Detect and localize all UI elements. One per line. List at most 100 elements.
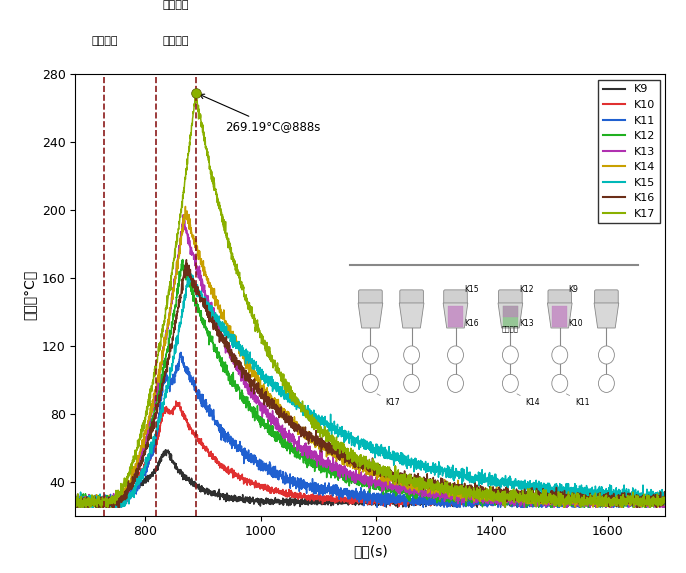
K11 — [177, 349, 185, 356]
Ellipse shape — [502, 346, 519, 364]
K15 — [324, 419, 332, 426]
K13 — [139, 453, 147, 460]
K12 — [298, 452, 306, 459]
K11 — [298, 480, 306, 487]
K16 — [174, 305, 182, 312]
K11 — [139, 474, 147, 481]
K13 — [179, 211, 187, 218]
K15 — [298, 406, 306, 413]
K9 — [394, 504, 402, 511]
Text: K11: K11 — [567, 394, 589, 406]
K12 — [178, 256, 187, 263]
Line: K16: K16 — [75, 260, 665, 507]
K15 — [75, 504, 84, 511]
K9 — [661, 501, 670, 508]
K17 — [71, 504, 80, 511]
K10 — [548, 504, 556, 511]
K14 — [587, 497, 595, 504]
K16 — [650, 499, 659, 505]
X-axis label: 时间(s): 时间(s) — [353, 544, 388, 558]
K15 — [71, 492, 80, 499]
Polygon shape — [547, 303, 572, 328]
Bar — [552, 306, 567, 327]
K17 — [587, 491, 595, 498]
Ellipse shape — [403, 346, 420, 364]
K14 — [661, 498, 670, 505]
K10 — [650, 496, 659, 503]
K14 — [324, 450, 332, 457]
K15 — [185, 269, 193, 276]
Legend: K9, K10, K11, K12, K13, K14, K15, K16, K17: K9, K10, K11, K12, K13, K14, K15, K16, K… — [598, 80, 660, 223]
K11 — [587, 499, 595, 506]
Text: K17: K17 — [377, 394, 400, 406]
Text: K9: K9 — [569, 285, 578, 293]
Ellipse shape — [362, 346, 379, 364]
K11 — [661, 499, 670, 506]
K12 — [587, 497, 595, 504]
K9 — [587, 498, 595, 505]
Bar — [448, 306, 463, 327]
Line: K11: K11 — [75, 352, 665, 507]
K15 — [650, 491, 659, 498]
Text: K12: K12 — [519, 285, 534, 293]
Line: K17: K17 — [75, 91, 665, 507]
K13 — [650, 494, 659, 501]
K14 — [71, 496, 80, 503]
Bar — [503, 306, 518, 327]
K10 — [174, 401, 182, 408]
Y-axis label: 温度（°C）: 温度（°C） — [23, 270, 36, 320]
FancyBboxPatch shape — [359, 290, 382, 304]
K11 — [324, 486, 332, 493]
K14 — [181, 203, 189, 210]
K16 — [182, 256, 191, 263]
K16 — [72, 504, 80, 511]
FancyBboxPatch shape — [400, 290, 423, 304]
K9 — [650, 500, 659, 507]
K13 — [587, 500, 595, 507]
Text: K15: K15 — [464, 285, 479, 293]
K12 — [661, 503, 670, 510]
K9 — [139, 477, 147, 484]
Text: 269.19°C@888s: 269.19°C@888s — [200, 94, 320, 133]
K10 — [661, 499, 670, 505]
Text: 车辆起火: 车辆起火 — [91, 36, 117, 46]
K11 — [650, 500, 659, 507]
Line: K9: K9 — [75, 450, 665, 507]
K9 — [323, 499, 331, 506]
K10 — [139, 466, 147, 473]
Text: K16: K16 — [464, 319, 479, 328]
K12 — [174, 290, 182, 297]
K17 — [191, 87, 200, 94]
Text: 系统启动: 系统启动 — [163, 36, 189, 46]
Ellipse shape — [447, 346, 464, 364]
K12 — [71, 495, 80, 502]
Text: K14: K14 — [517, 394, 540, 406]
K13 — [71, 503, 80, 510]
K11 — [174, 362, 182, 369]
K15 — [139, 471, 147, 478]
Ellipse shape — [403, 374, 420, 393]
Polygon shape — [443, 303, 468, 328]
K16 — [71, 496, 80, 503]
Text: K13: K13 — [519, 319, 534, 328]
K12 — [324, 466, 332, 473]
K13 — [298, 448, 306, 455]
K14 — [650, 498, 659, 505]
FancyBboxPatch shape — [444, 290, 467, 304]
K14 — [139, 438, 147, 445]
K16 — [298, 432, 306, 439]
K9 — [174, 467, 182, 474]
K13 — [174, 252, 182, 258]
K17 — [650, 495, 658, 502]
K9 — [298, 494, 306, 501]
Ellipse shape — [362, 374, 379, 393]
K16 — [661, 497, 670, 504]
FancyBboxPatch shape — [548, 290, 571, 304]
K12 — [139, 443, 147, 450]
K15 — [174, 340, 182, 347]
Ellipse shape — [552, 374, 568, 393]
Polygon shape — [498, 303, 523, 328]
Ellipse shape — [598, 346, 615, 364]
Line: K10: K10 — [75, 401, 665, 507]
K10 — [587, 498, 595, 505]
